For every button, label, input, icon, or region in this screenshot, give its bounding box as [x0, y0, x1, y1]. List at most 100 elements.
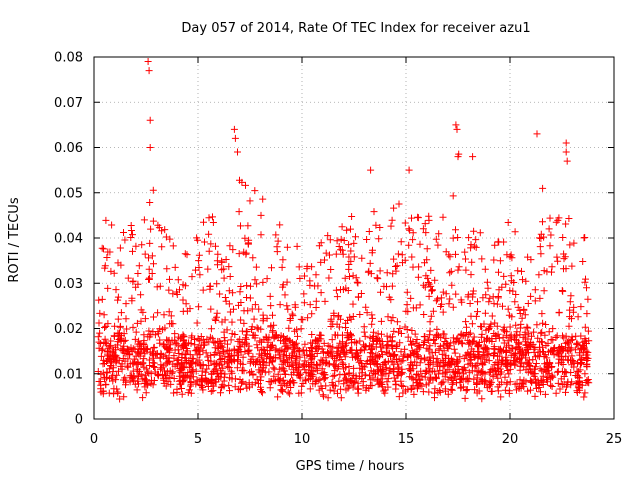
data-point	[268, 342, 276, 350]
data-point	[324, 360, 332, 368]
data-point	[477, 355, 485, 363]
data-point	[490, 345, 498, 353]
data-point	[554, 379, 562, 387]
data-point	[99, 387, 107, 395]
data-point	[201, 238, 208, 246]
data-point	[179, 296, 187, 304]
data-point	[434, 388, 442, 396]
data-point	[554, 257, 562, 265]
data-point	[255, 305, 263, 313]
data-point	[280, 367, 288, 375]
data-point	[242, 335, 250, 343]
data-point	[218, 257, 226, 265]
data-point	[408, 253, 416, 261]
data-point	[450, 339, 458, 347]
data-point	[242, 181, 249, 189]
data-point	[463, 386, 471, 393]
data-point	[556, 346, 564, 354]
data-point	[171, 338, 179, 346]
data-point	[482, 326, 490, 334]
data-point	[330, 361, 338, 369]
data-point	[281, 370, 289, 378]
data-point	[237, 386, 244, 394]
data-point	[389, 368, 397, 375]
data-point	[104, 248, 112, 256]
data-point	[425, 292, 433, 300]
data-point	[449, 192, 457, 200]
data-point	[334, 331, 342, 339]
data-point	[156, 354, 164, 362]
data-point	[427, 282, 435, 290]
data-point	[110, 390, 118, 398]
data-point	[166, 374, 174, 382]
data-point	[245, 236, 253, 244]
data-point	[559, 361, 567, 368]
data-point	[297, 315, 305, 323]
data-point	[306, 369, 314, 377]
data-point	[334, 313, 342, 321]
data-point	[283, 243, 291, 251]
data-point	[581, 278, 589, 286]
data-point	[398, 251, 406, 259]
data-point	[358, 254, 366, 262]
data-point	[409, 349, 417, 357]
data-point	[574, 372, 581, 380]
data-point	[437, 334, 445, 342]
data-point	[568, 378, 576, 386]
data-point	[425, 216, 433, 224]
data-point	[527, 386, 534, 394]
data-point	[468, 338, 476, 346]
data-point	[512, 291, 520, 298]
data-point	[353, 353, 361, 360]
data-point	[485, 336, 493, 344]
data-point	[272, 345, 280, 353]
data-point	[508, 254, 516, 262]
data-point	[102, 322, 110, 330]
data-point	[279, 351, 287, 359]
data-point	[176, 286, 183, 294]
data-point	[404, 353, 412, 360]
data-point	[181, 282, 189, 290]
data-point	[326, 236, 334, 244]
data-point	[224, 363, 232, 371]
data-point	[372, 221, 380, 229]
data-point	[370, 208, 378, 216]
data-point	[358, 346, 366, 354]
data-point	[545, 363, 553, 371]
data-point	[313, 361, 320, 368]
data-point	[132, 328, 140, 336]
data-point	[231, 331, 239, 338]
data-point	[96, 309, 104, 317]
data-point	[485, 382, 493, 390]
data-point	[567, 336, 575, 344]
data-point	[245, 342, 253, 350]
data-point	[540, 353, 548, 360]
data-point	[296, 353, 304, 361]
data-point	[377, 371, 385, 379]
data-point	[279, 377, 287, 385]
data-point	[368, 320, 376, 328]
data-point	[539, 372, 547, 380]
data-point	[405, 241, 413, 249]
data-point	[349, 313, 357, 320]
data-point	[258, 388, 265, 395]
x-axis-label: GPS time / hours	[296, 459, 405, 474]
data-point	[438, 379, 446, 387]
data-point	[426, 353, 434, 361]
data-point	[234, 347, 242, 355]
data-point	[360, 328, 368, 336]
data-point	[201, 341, 208, 349]
data-point	[251, 276, 259, 284]
data-point	[286, 390, 294, 398]
data-point	[226, 273, 234, 280]
data-point	[420, 311, 428, 318]
data-point	[145, 369, 153, 377]
data-point	[499, 302, 506, 310]
data-point	[224, 340, 231, 348]
data-point	[187, 389, 195, 397]
data-point	[97, 352, 105, 360]
data-point	[467, 271, 475, 279]
data-point	[345, 241, 353, 249]
data-point	[350, 253, 358, 261]
data-point	[548, 373, 556, 381]
